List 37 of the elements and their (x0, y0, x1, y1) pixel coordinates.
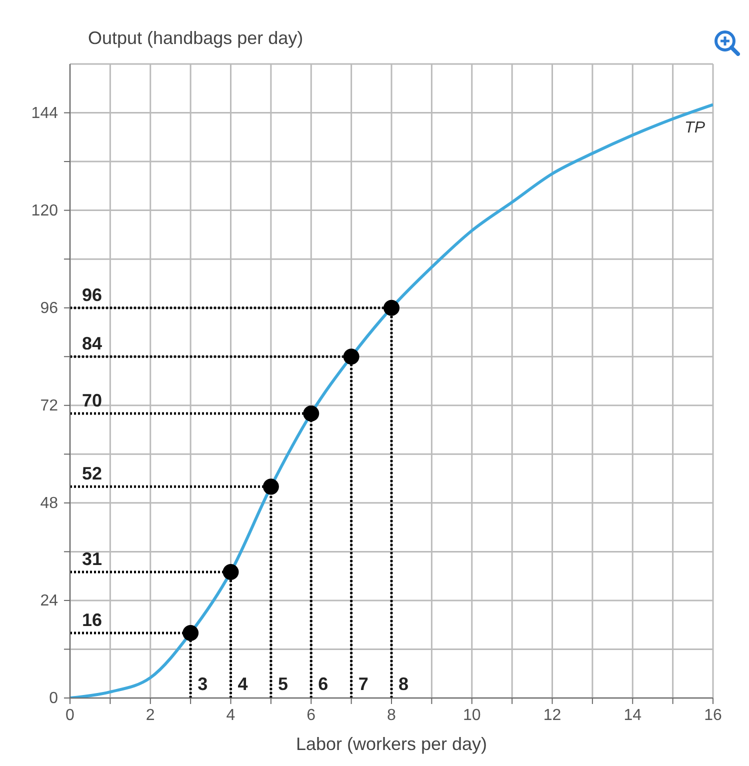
x-tick-label: 4 (226, 707, 236, 724)
y-tick-label: 144 (31, 104, 58, 122)
annotation: 7 (358, 674, 368, 694)
annotation: 5 (278, 674, 288, 694)
annotation: 4 (238, 674, 248, 694)
series-label: TP (684, 120, 706, 137)
point (384, 300, 400, 316)
data-label: 84 (82, 334, 102, 354)
y-tick-label: 48 (40, 494, 58, 512)
data-label: 52 (82, 464, 102, 484)
annotation: 6 (318, 674, 328, 694)
x-tick-label: 12 (543, 707, 562, 724)
x-tick-label: 14 (624, 707, 642, 724)
data-label: 96 (82, 284, 102, 305)
data-label: 70 (82, 390, 102, 411)
x-tick-label: 10 (462, 707, 481, 724)
point (303, 406, 320, 422)
y-tick-label: 96 (40, 300, 58, 317)
x-tick-label: 2 (146, 707, 155, 724)
x-tick-label: 8 (387, 707, 396, 724)
y-tick-label: 24 (40, 592, 58, 610)
x-axis-title: Labor (workers per day) (296, 734, 488, 754)
y-tick-label: 0 (49, 690, 58, 707)
annotation: 3 (198, 674, 208, 694)
annotation: 8 (398, 674, 409, 694)
x-tick-label: 16 (704, 707, 722, 724)
y-axis-title: Output (handbags per day) (88, 28, 304, 49)
point (222, 564, 239, 580)
point (182, 624, 199, 641)
y-tick-label: 72 (40, 397, 58, 414)
point (262, 478, 279, 495)
x-tick-label: 6 (306, 707, 316, 724)
data-label: 31 (82, 549, 102, 570)
point (343, 348, 360, 365)
data-label: 16 (82, 610, 102, 630)
y-tick-label: 120 (31, 202, 58, 220)
x-tick-label: 0 (66, 707, 75, 724)
